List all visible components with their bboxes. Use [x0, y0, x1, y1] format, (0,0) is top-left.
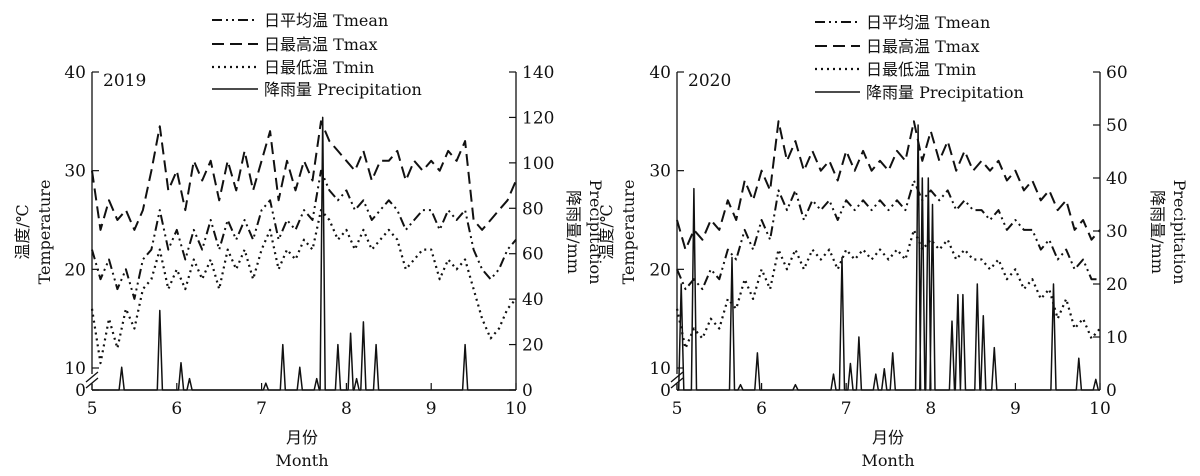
y-right-tick-label: 20	[522, 336, 544, 356]
x-tick-label: 10	[505, 399, 527, 419]
series-tmax	[676, 120, 1101, 251]
x-tick-label: 7	[256, 399, 267, 419]
legend-tmin: 日最低温 Tmin	[264, 58, 374, 77]
series-tmax	[91, 120, 517, 231]
series-precip	[92, 116, 516, 391]
legend-tmean: 日平均温 Tmean	[264, 11, 388, 30]
x-tick-label: 9	[1010, 399, 1021, 419]
y-left-tick-label: 0	[660, 381, 671, 401]
y-axis-left-title: 温度/℃ Temperature	[597, 180, 638, 285]
legend-tmax: 日最高温 Tmax	[264, 35, 378, 54]
y-right-tick-label: 0	[1106, 381, 1117, 401]
y-right-tick-label: 80	[522, 199, 544, 219]
y-left-tick-label: 40	[64, 63, 86, 83]
y-axis-right-title: 降雨量/mm Precipitation	[1148, 180, 1189, 285]
x-axis-title: 月份 Month	[861, 428, 914, 470]
y-left-tick-label: 10	[649, 359, 671, 379]
series-precip	[677, 124, 1100, 391]
legend: 日平均温 Tmean 日最高温 Tmax 日最低温 Tmin 降雨量 Preci…	[815, 13, 1024, 102]
y-right-tick-label: 120	[522, 108, 554, 128]
x-title-cn: 月份	[872, 428, 904, 447]
y-left-title-cn: 温度/℃	[13, 204, 32, 259]
y-right-tick-label: 140	[522, 63, 554, 83]
x-tick-label: 8	[925, 399, 936, 419]
x-tick-label: 6	[171, 399, 182, 419]
y-right-tick-label: 40	[1106, 169, 1128, 189]
y-right-title-en: Precipitation	[586, 180, 605, 285]
series-tmean	[676, 179, 1100, 291]
y-axis-right-title: 降雨量/mm Precipitation	[564, 180, 605, 285]
x-tick-label: 5	[672, 399, 683, 419]
y-left-title-en: Temperature	[35, 180, 54, 285]
y-left-tick-label: 40	[649, 63, 671, 83]
legend-tmean: 日平均温 Tmean	[866, 13, 990, 32]
y-right-tick-label: 20	[1106, 275, 1128, 295]
y-left-title-en: Temperature	[619, 180, 638, 285]
series-tmean	[91, 169, 517, 300]
y-left-tick-label: 20	[64, 260, 86, 280]
y-right-tick-label: 30	[1106, 222, 1128, 242]
y-left-title-cn: 温度/℃	[597, 204, 616, 259]
x-tick-label: 8	[341, 399, 352, 419]
y-left-tick-label: 30	[64, 162, 86, 182]
chart-panel-2020: 2020 日平均温 Tmean 日最高温 Tmax 日最低温 Tmin 降雨量 …	[597, 13, 1189, 470]
y-right-title-cn: 降雨量/mm	[564, 190, 583, 274]
series-tmin	[90, 209, 517, 365]
y-right-title-cn: 降雨量/mm	[1148, 190, 1167, 274]
legend-tmax: 日最高温 Tmax	[866, 37, 980, 56]
y-axis-left-title: 温度/℃ Temperature	[13, 180, 54, 285]
x-title-cn: 月份	[286, 428, 318, 447]
y-right-tick-label: 40	[522, 290, 544, 310]
legend: 日平均温 Tmean 日最高温 Tmax 日最低温 Tmin 降雨量 Preci…	[212, 11, 422, 99]
x-tick-label: 6	[756, 399, 767, 419]
y-right-tick-label: 60	[522, 245, 544, 265]
series-tmin	[675, 228, 1101, 350]
y-right-tick-label: 60	[1106, 63, 1128, 83]
chart-panel-2019: 2019 日平均温 Tmean 日最高温 Tmax 日最低温 Tmin 降雨量 …	[13, 11, 605, 470]
panel-label: 2020	[688, 71, 731, 91]
legend-tmin: 日最低温 Tmin	[866, 60, 976, 79]
y-left-tick-label: 30	[649, 162, 671, 182]
y-left-tick-label: 10	[64, 359, 86, 379]
x-title-en: Month	[861, 451, 914, 470]
x-axis-title: 月份 Month	[275, 428, 328, 470]
panel-label: 2019	[103, 71, 146, 91]
x-tick-label: 7	[841, 399, 852, 419]
y-left-tick-label: 0	[75, 381, 86, 401]
legend-precip: 降雨量 Precipitation	[264, 80, 422, 99]
y-left-tick-label: 20	[649, 260, 671, 280]
y-right-tick-label: 50	[1106, 116, 1128, 136]
x-tick-label: 9	[426, 399, 437, 419]
y-right-title-en: Precipitation	[1170, 180, 1189, 285]
x-tick-label: 5	[87, 399, 98, 419]
x-tick-label: 10	[1089, 399, 1111, 419]
y-right-tick-label: 0	[522, 381, 533, 401]
legend-precip: 降雨量 Precipitation	[866, 83, 1024, 102]
y-right-tick-label: 100	[522, 154, 554, 174]
y-right-tick-label: 10	[1106, 328, 1128, 348]
x-title-en: Month	[275, 451, 328, 470]
